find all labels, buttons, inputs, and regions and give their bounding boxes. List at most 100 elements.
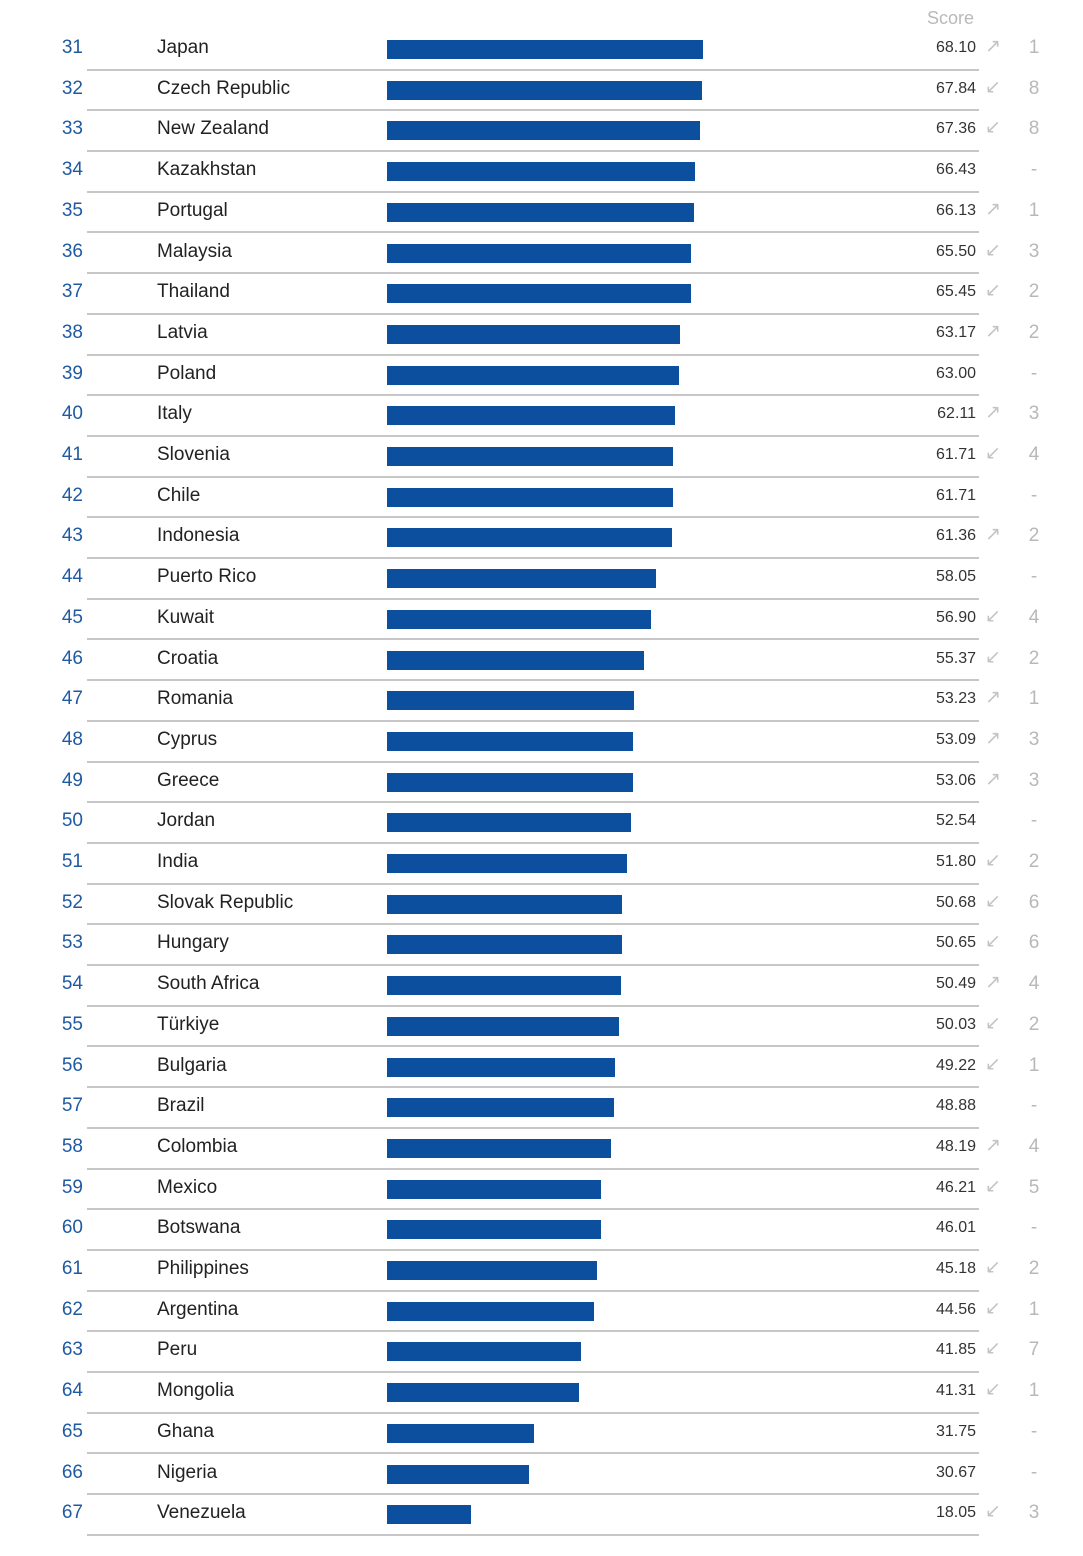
rank-label: 49 — [61, 769, 83, 791]
row-divider — [87, 150, 979, 153]
score-value: 44.56 — [935, 1300, 976, 1318]
country-label: Philippines — [157, 1258, 249, 1279]
score-value: 48.88 — [935, 1097, 976, 1115]
rank-change-value: 1 — [1028, 199, 1040, 221]
rank-change-value: 4 — [1028, 1135, 1040, 1157]
rank-change-value: 8 — [1028, 77, 1040, 99]
rank-label: 32 — [61, 77, 83, 99]
table-row: 38 Latvia 63.17 ↗ 2 — [0, 315, 1083, 356]
score-bar — [387, 1057, 616, 1077]
table-row: 32 Czech Republic 67.84 ↙ 8 — [0, 71, 1083, 112]
arrow-down-left-icon: ↙ — [985, 443, 1001, 464]
table-row: 67 Venezuela 18.05 ↙ 3 — [0, 1495, 1083, 1536]
table-row: 33 New Zealand 67.36 ↙ 8 — [0, 111, 1083, 153]
row-divider — [87, 1167, 979, 1170]
country-label: Mexico — [157, 1176, 218, 1198]
table-row: 56 Bulgaria 49.22 ↙ 1 — [0, 1048, 1083, 1089]
arrow-down-left-icon: ↙ — [985, 280, 1001, 302]
rank-label: 46 — [61, 647, 83, 669]
rank-change-value: 2 — [1028, 851, 1040, 872]
score-value: 61.71 — [935, 446, 976, 463]
table-row: 44 Puerto Rico 58.05 - — [0, 559, 1083, 600]
score-bar — [387, 40, 703, 59]
row-divider — [87, 1533, 979, 1536]
score-bar — [387, 691, 634, 711]
table-row: 49 Greece 53.06 ↗ 3 — [0, 763, 1083, 804]
rank-label: 36 — [61, 240, 83, 262]
table-row: 42 Chile 61.71 - — [0, 478, 1083, 519]
arrow-down-left-icon: ↙ — [985, 1175, 1001, 1197]
country-label: Puerto Rico — [157, 566, 257, 588]
rank-label: 55 — [61, 1013, 83, 1035]
row-divider — [87, 1330, 979, 1333]
country-label: Jordan — [157, 810, 216, 832]
row-divider — [87, 557, 979, 560]
score-value: 68.10 — [935, 39, 976, 56]
table-row: 64 Mongolia 41.31 ↙ 1 — [0, 1373, 1083, 1414]
arrow-down-left-icon: ↙ — [985, 1257, 1001, 1278]
score-bar — [387, 1301, 594, 1321]
rank-label: 66 — [61, 1461, 83, 1483]
rank-change-value: - — [1030, 1217, 1038, 1239]
rank-label: 42 — [61, 484, 83, 506]
rank-change-value: - — [1030, 810, 1038, 832]
score-bar — [387, 1098, 614, 1118]
arrow-down-left-icon: ↙ — [985, 1338, 1001, 1360]
rank-change-value: 3 — [1028, 728, 1040, 750]
table-row: 39 Poland 63.00 - — [0, 356, 1083, 397]
score-bar — [387, 569, 657, 589]
country-label: Czech Republic — [157, 77, 291, 99]
score-bar — [387, 1261, 597, 1280]
table-row: 31 Japan 68.10 ↗ 1 — [0, 30, 1083, 71]
table-row: 40 Italy 62.11 ↗ 3 — [0, 396, 1083, 437]
rank-label: 37 — [61, 281, 83, 303]
score-value: 48.19 — [935, 1137, 976, 1155]
score-value: 41.85 — [935, 1341, 976, 1359]
table-row: 61 Philippines 45.18 ↙ 2 — [0, 1251, 1083, 1292]
country-label: Colombia — [157, 1135, 238, 1157]
rank-label: 51 — [61, 851, 83, 872]
row-divider — [87, 272, 979, 275]
score-bar — [387, 609, 651, 629]
rank-label: 33 — [61, 118, 83, 140]
table-row: 35 Portugal 66.13 ↗ 1 — [0, 193, 1083, 234]
rank-label: 57 — [61, 1095, 83, 1117]
rank-change-value: 7 — [1028, 1339, 1040, 1361]
score-bar — [387, 487, 674, 507]
rank-change-value: 3 — [1028, 769, 1040, 791]
country-label: India — [157, 851, 199, 872]
rank-change-value: 4 — [1028, 973, 1040, 995]
score-bar — [387, 243, 691, 263]
table-row: 37 Thailand 65.45 ↙ 2 — [0, 274, 1083, 315]
score-bar — [387, 1383, 579, 1403]
row-divider — [87, 1086, 979, 1089]
country-label: Kuwait — [157, 606, 215, 628]
row-divider — [87, 1248, 979, 1251]
arrow-down-left-icon: ↙ — [985, 850, 1001, 871]
row-divider — [87, 719, 979, 722]
arrow-down-left-icon: ↙ — [985, 890, 1001, 912]
row-divider — [87, 1493, 979, 1496]
score-bar — [387, 80, 702, 100]
row-divider — [87, 597, 979, 600]
arrow-down-left-icon: ↙ — [985, 1501, 1001, 1523]
score-bar — [387, 1505, 471, 1525]
rank-label: 60 — [61, 1217, 83, 1239]
score-value: 65.45 — [935, 283, 976, 301]
country-label: New Zealand — [157, 118, 269, 140]
score-bar — [387, 162, 696, 182]
rank-label: 67 — [61, 1502, 83, 1524]
arrow-down-left-icon: ↙ — [985, 117, 1001, 139]
table-row: 57 Brazil 48.88 - — [0, 1088, 1083, 1129]
score-value: 63.00 — [935, 364, 976, 382]
arrow-up-right-icon: ↗ — [985, 320, 1001, 342]
arrow-up-right-icon: ↗ — [985, 768, 1001, 790]
rank-label: 58 — [61, 1135, 83, 1157]
score-value: 61.36 — [935, 527, 976, 545]
score-value: 55.37 — [935, 649, 976, 667]
country-label: Botswana — [157, 1217, 241, 1239]
country-label: Ghana — [157, 1420, 215, 1442]
rank-change-value: 2 — [1028, 1258, 1040, 1279]
score-bar — [387, 1423, 535, 1443]
